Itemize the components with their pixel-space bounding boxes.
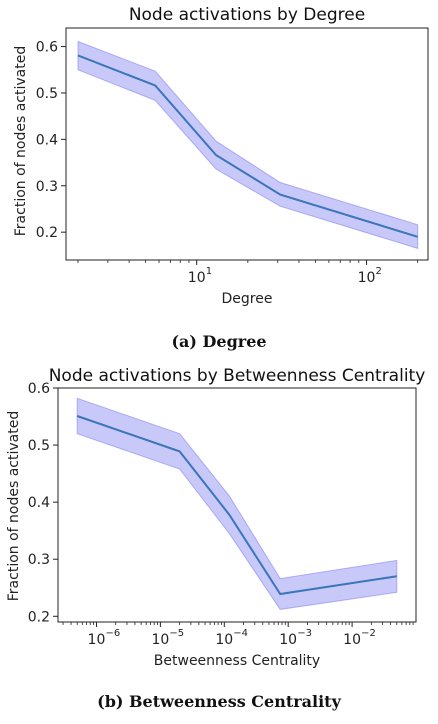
x-tick-exponent: −6 xyxy=(105,628,120,639)
caption-betweenness: (b) Betweenness Centrality xyxy=(97,692,341,711)
x-axis-label: Degree xyxy=(222,291,273,307)
x-tick-label: 10 xyxy=(188,270,206,286)
y-tick-label: 0.5 xyxy=(36,86,58,102)
x-tick-exponent: 2 xyxy=(376,266,382,277)
chart-degree: Node activations by Degree 0.2 0.3 0.4 0.5 0… xyxy=(13,5,429,307)
y-tick-label: 0.4 xyxy=(36,132,58,148)
x-tick-label: 10 xyxy=(279,632,297,648)
y-tick-label: 0.5 xyxy=(28,438,50,454)
x-tick-exponent: −3 xyxy=(297,628,312,639)
y-tick-label: 0.2 xyxy=(36,225,58,241)
y-tick-label: 0.4 xyxy=(28,495,50,511)
x-tick-exponent: −4 xyxy=(233,628,248,639)
confidence-band xyxy=(77,40,419,250)
x-tick-label: 10 xyxy=(151,632,169,648)
y-tick-label: 0.6 xyxy=(36,40,58,56)
plot-frame xyxy=(65,27,429,261)
plot-frame xyxy=(57,387,417,623)
y-axis-label: Fraction of nodes activated xyxy=(6,411,22,601)
x-axis-label: Betweenness Centrality xyxy=(154,653,320,669)
chart-betweenness: Node activations by Betweenness Centrali… xyxy=(6,366,425,669)
x-tick-label: 10 xyxy=(88,632,106,648)
x-tick-exponent: −5 xyxy=(169,628,184,639)
caption-degree: (a) Degree xyxy=(171,332,267,351)
x-tick-label: 10 xyxy=(343,632,361,648)
x-tick-exponent: −2 xyxy=(361,628,376,639)
y-tick-label: 0.3 xyxy=(36,179,58,195)
x-tick-label: 10 xyxy=(358,270,376,286)
y-axis-label: Fraction of nodes activated xyxy=(13,46,29,236)
y-tick-label: 0.2 xyxy=(28,609,50,625)
chart-title: Node activations by Degree xyxy=(129,5,365,25)
chart-title: Node activations by Betweenness Centrali… xyxy=(49,366,426,386)
y-tick-label: 0.3 xyxy=(28,552,50,568)
x-tick-exponent: 1 xyxy=(206,266,212,277)
confidence-band xyxy=(76,397,398,610)
y-tick-label: 0.6 xyxy=(28,381,50,397)
x-tick-label: 10 xyxy=(215,632,233,648)
